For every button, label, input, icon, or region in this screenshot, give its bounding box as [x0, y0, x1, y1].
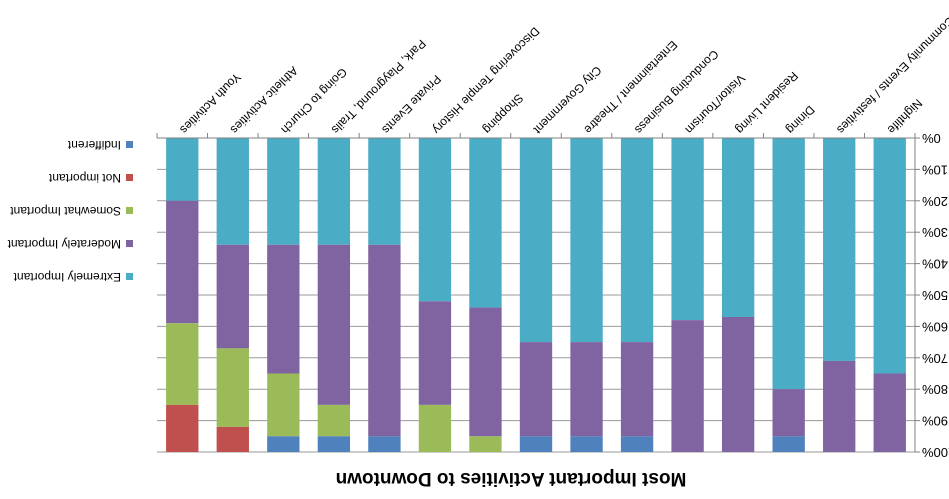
axes	[156, 133, 920, 453]
bar-segment	[216, 244, 249, 349]
bars	[166, 138, 906, 452]
bar-segment	[570, 138, 603, 343]
y-tick-label: 60%	[922, 319, 948, 334]
bar-segment	[721, 138, 755, 317]
bar-segment	[620, 436, 654, 452]
bar-segment	[267, 373, 300, 437]
bar-segment	[671, 138, 704, 321]
legend-swatch	[126, 240, 133, 247]
bar-segment	[570, 436, 603, 452]
bar-segment	[267, 244, 300, 374]
bar-segment	[166, 138, 199, 201]
bar-segment	[317, 138, 351, 245]
bar-segment	[620, 342, 654, 437]
legend-label: Moderately Important	[7, 237, 121, 251]
bar-segment	[469, 436, 502, 452]
y-tick-label: 100%	[922, 445, 949, 460]
legend-swatch	[126, 207, 133, 214]
bar-segment	[368, 244, 401, 437]
bar-segment	[519, 138, 553, 343]
bar-segment	[772, 436, 805, 452]
legend: Extremely Important Moderately Important S…	[7, 138, 133, 284]
y-tick-label: 0%	[922, 131, 941, 146]
bar-segment	[368, 138, 401, 245]
category-label: Shopping	[480, 91, 526, 137]
y-tick-label: 10%	[922, 162, 948, 177]
legend-swatch	[126, 174, 133, 181]
bar-segment	[570, 342, 603, 437]
y-tick-label: 20%	[922, 194, 948, 209]
bar-segment	[418, 301, 452, 405]
bar-segment	[620, 138, 654, 343]
bar-segment	[721, 316, 755, 452]
bar-segment	[823, 360, 856, 452]
y-tick-label: 50%	[922, 288, 948, 303]
bar-segment	[873, 373, 906, 452]
bar-segment	[267, 436, 300, 452]
legend-label: Somewhat Important	[10, 204, 121, 218]
bar-segment	[418, 404, 452, 452]
category-label: Entertainment / Theatre	[581, 38, 680, 137]
legend-label: Indifferent	[67, 138, 121, 152]
bar-segment	[317, 404, 351, 437]
bar-segment	[166, 200, 199, 324]
bar-segment	[216, 138, 249, 245]
y-tick-labels: 0% 10% 20% 30% 40% 50% 60% 70% 80% 90% 100%	[922, 131, 949, 460]
category-label: Dining	[784, 103, 818, 137]
y-tick-label: 80%	[922, 382, 948, 397]
category-label: Community Events / festivities	[834, 14, 949, 137]
bar-segment	[823, 138, 856, 361]
bar-segment	[772, 138, 805, 390]
bar-segment	[519, 342, 553, 437]
legend-label: Not important	[48, 171, 121, 185]
category-label: Conducting Business	[632, 47, 722, 137]
category-label: Discovering Temple History	[430, 24, 543, 137]
bar-segment	[772, 389, 805, 437]
bar-segment	[267, 138, 300, 245]
bar-segment	[317, 436, 351, 452]
bar-segment	[368, 436, 401, 452]
y-tick-label: 40%	[922, 257, 948, 272]
category-label: Nightlife	[884, 96, 925, 137]
bar-segment	[469, 307, 502, 437]
bar-segment	[418, 138, 452, 302]
bar-segment	[469, 138, 502, 308]
chart-title: Most Important Activities to Downtown	[336, 468, 687, 489]
bar-segment	[671, 320, 704, 452]
legend-swatch	[126, 141, 133, 148]
legend-swatch	[126, 273, 133, 280]
bar-segment	[166, 404, 199, 452]
bar-segment	[317, 244, 351, 405]
y-tick-label: 70%	[922, 351, 948, 366]
legend-label: Extremely Important	[13, 270, 121, 284]
category-label: Park, Playground, Trails	[329, 37, 429, 137]
bar-segment	[216, 426, 249, 452]
bar-segment	[216, 348, 249, 427]
y-tick-label: 30%	[922, 225, 948, 240]
bar-segment	[166, 323, 199, 405]
bar-segment	[873, 138, 906, 374]
bar-segment	[519, 436, 553, 452]
y-tick-label: 90%	[922, 414, 948, 429]
